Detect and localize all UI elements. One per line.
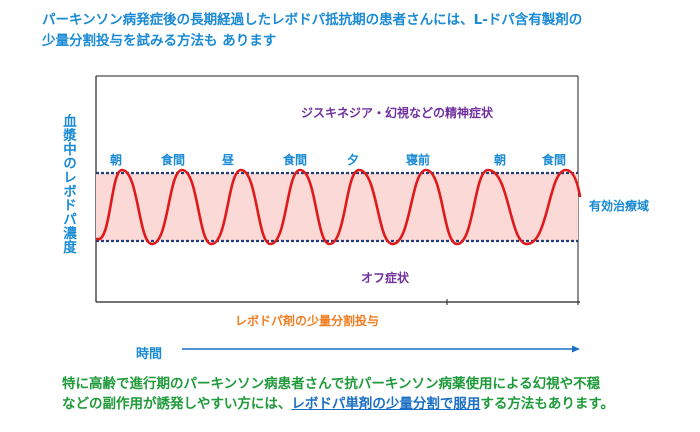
x-axis-ticks [446, 299, 579, 305]
bottom-note-line-1: 特に高齢で進行期のパーキンソン病患者さんで抗パーキンソン病薬使用による幻視や不穏 [62, 376, 601, 392]
therapeutic-zone [96, 173, 578, 241]
bottom-note-line-2-start: などの副作用が誘発しやすい方には、 [62, 396, 292, 412]
meal-label-noon: 昼 [222, 153, 235, 167]
page-title: パーキンソン病発症後の長期経過したレボドパ抵抗期の患者さんには、L-ドパ含有製剤… [42, 10, 682, 52]
concentration-curve [95, 168, 582, 246]
meal-label-bedtime: 寝前 [406, 153, 431, 167]
y-axis-label: 血漿中のレボドパ濃度 [60, 114, 76, 254]
dosing-method-label: レボドパ剤の少量分割投与 [235, 314, 380, 328]
bottom-note-line-2-end: する方法もあります。 [480, 396, 615, 412]
off-symptoms-label: オフ症状 [361, 271, 410, 285]
bottom-note-emphasis: レボドパ単剤の少量分割で服用 [291, 396, 481, 412]
x-axis-label: 時間 [136, 347, 163, 362]
meal-label-between-meals: 食間 [161, 153, 186, 167]
meal-label-between-meals: 食間 [542, 153, 567, 167]
meal-label-morning: 朝 [110, 153, 123, 167]
meal-label-morning: 朝 [494, 153, 507, 167]
time-arrow-head [572, 345, 580, 353]
dyskinesia-zone-label: ジスキネジア・幻視などの精神症状 [301, 106, 494, 120]
meal-label-between-meals: 食間 [283, 153, 308, 167]
title-line-2: 少量分割投与を試みる方法も あります [42, 33, 277, 49]
bottom-note: 特に高齢で進行期のパーキンソン病患者さんで抗パーキンソン病薬使用による幻視や不穏… [62, 374, 692, 414]
meal-label-evening: 夕 [347, 153, 360, 167]
therapeutic-zone-label: 有効治療域 [589, 199, 650, 213]
title-line-1: パーキンソン病発症後の長期経過したレボドパ抵抗期の患者さんには、L-ドパ含有製剤… [42, 12, 583, 28]
